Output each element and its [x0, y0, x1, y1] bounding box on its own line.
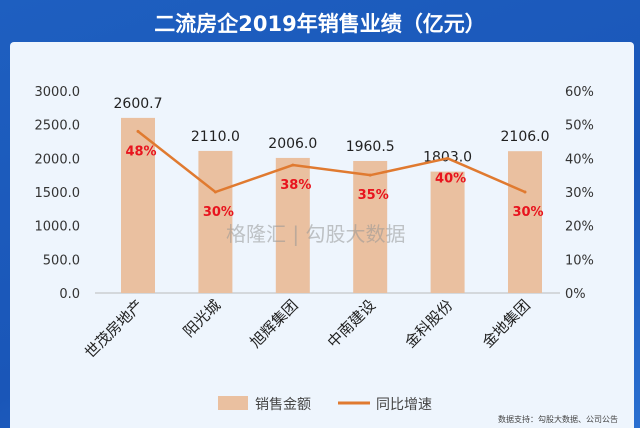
- y2-tick-label: 30%: [565, 186, 594, 201]
- y2-tick-label: 50%: [565, 119, 594, 134]
- y-tick-label: 3000.0: [35, 85, 81, 100]
- source-note: 数据支持：勾股大数据、公司公告: [498, 415, 618, 424]
- legend-bar-swatch: [218, 396, 248, 410]
- bar: [353, 160, 388, 293]
- y2-tick-label: 10%: [565, 253, 594, 268]
- growth-line: [137, 130, 526, 194]
- y-tick-label: 500.0: [43, 253, 80, 268]
- legend-line-label: 同比增速: [376, 397, 432, 413]
- y-tick-label: 2500.0: [35, 119, 81, 134]
- x-tick-label: 旭辉集团: [246, 296, 301, 351]
- bar-value-label: 2106.0: [501, 129, 550, 145]
- y-tick-label: 1000.0: [35, 220, 81, 235]
- line-point: [368, 173, 372, 177]
- y2-tick-label: 40%: [565, 152, 594, 167]
- x-tick-label: 世茂房地产: [81, 296, 147, 362]
- y2-tick-label: 0%: [565, 287, 586, 302]
- line-value-label: 30%: [203, 205, 234, 220]
- line-point: [446, 156, 450, 160]
- line-value-label: 48%: [125, 144, 156, 159]
- bar-value-label: 2600.7: [114, 96, 163, 112]
- line-point: [136, 129, 140, 133]
- line-point: [213, 190, 217, 194]
- y-tick-label: 0.0: [59, 287, 80, 302]
- bar: [508, 151, 542, 293]
- bar-value-label: 1960.5: [346, 139, 395, 155]
- legend-bar-label: 销售金额: [255, 397, 311, 413]
- line-point: [291, 163, 295, 167]
- y2-tick-label: 20%: [565, 220, 594, 235]
- bar: [275, 157, 310, 293]
- y-tick-label: 1500.0: [35, 186, 81, 201]
- x-tick-label: 金地集团: [479, 296, 534, 351]
- bar: [198, 150, 233, 293]
- bar: [121, 117, 155, 293]
- chart-title: 二流房企2019年销售业绩（亿元）: [154, 12, 486, 36]
- bar: [430, 171, 465, 293]
- line-value-label: 30%: [512, 205, 543, 220]
- y2-tick-label: 60%: [565, 85, 594, 100]
- x-tick-label: 中南建设: [324, 296, 379, 351]
- line-value-label: 35%: [358, 188, 389, 203]
- bar-value-label: 2110.0: [191, 129, 240, 145]
- x-tick-label: 金科股份: [401, 296, 456, 351]
- line-value-label: 40%: [435, 171, 466, 186]
- bar-value-label: 2006.0: [268, 136, 317, 152]
- line-value-label: 38%: [280, 178, 311, 193]
- y-tick-label: 2000.0: [35, 152, 81, 167]
- watermark: 格隆汇 | 勾股大数据: [226, 222, 406, 246]
- x-tick-label: 阳光城: [180, 296, 225, 341]
- line-point: [523, 190, 527, 194]
